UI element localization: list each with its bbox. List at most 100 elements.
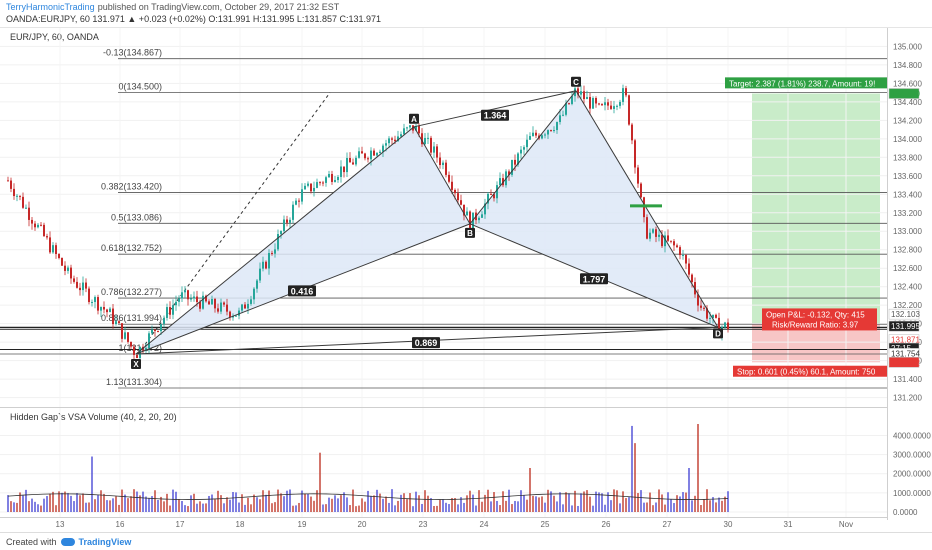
price-tag (888, 357, 920, 368)
candle-body (544, 134, 546, 136)
candle-body (85, 282, 87, 289)
time-tick-label: 13 (56, 520, 65, 529)
price-pane: EUR/JPY, 60, OANDA -0.13(134.867) 0(134.5… (0, 28, 887, 517)
price-tick-label: 132.600 (893, 264, 922, 273)
candle-body (133, 346, 135, 355)
candle-body (541, 135, 543, 139)
candle-body (163, 317, 165, 324)
candle-body (727, 322, 729, 329)
candle-body (487, 193, 489, 204)
candle-body (217, 308, 219, 312)
candle-body (550, 130, 552, 132)
candle-body (667, 235, 669, 241)
footer-bar: Created with TradingView (0, 532, 932, 550)
time-tick-label: 19 (298, 520, 307, 529)
candle-body (73, 278, 75, 282)
candle-body (655, 229, 657, 237)
candle-body (349, 157, 351, 163)
price-tick-label: 135.000 (893, 42, 922, 51)
candle-body (325, 177, 327, 183)
candle-body (724, 322, 726, 328)
price-tick-label: 133.000 (893, 227, 922, 236)
candle-body (346, 157, 348, 173)
candle-body (517, 153, 519, 165)
candle-body (709, 317, 711, 319)
time-tick-label: 27 (663, 520, 672, 529)
candle-body (103, 306, 105, 310)
candle-body (94, 297, 96, 303)
quote-line: OANDA:EURJPY, 60 131.971 ▲ +0.023 (+0.02… (6, 14, 381, 24)
price-tick-label: 134.400 (893, 98, 922, 107)
candle-body (586, 97, 588, 100)
candle-body (652, 229, 654, 233)
candle-body (175, 301, 177, 306)
candle-body (511, 159, 513, 175)
candle-body (64, 265, 66, 271)
author-link[interactable]: TerryHarmonicTrading (6, 2, 95, 12)
candle-body (385, 143, 387, 146)
candle-body (604, 102, 606, 106)
candle-body (559, 115, 561, 123)
stop-zone (752, 324, 880, 363)
candle-body (34, 223, 36, 228)
candle-body (82, 282, 84, 291)
candle-body (268, 253, 270, 269)
candle-body (31, 219, 33, 224)
tradingview-brand-link[interactable]: TradingView (78, 536, 132, 547)
candle-body (130, 341, 132, 347)
fib-level-label: 1.13(131.304) (106, 377, 162, 387)
pattern-point-marker (571, 76, 581, 87)
ratio-label: 0.416 (291, 286, 314, 296)
pattern-point-marker (131, 358, 141, 369)
ratio-label: 0.869 (415, 338, 438, 348)
candle-body (700, 305, 702, 308)
chart-canvas[interactable]: TerryHarmonicTrading published on Trading… (0, 0, 932, 532)
pattern-point-label: A (411, 115, 417, 124)
candle-body (415, 126, 417, 131)
candle-body (409, 125, 411, 128)
candle-body (613, 106, 615, 109)
volume-axis[interactable]: 4000.0000 3000.0000 2000.0000 1000.0000 0.00… (893, 431, 931, 517)
fib-level-label: -0.13(134.867) (103, 48, 162, 58)
candle-body (28, 207, 30, 220)
candle-body (562, 114, 564, 116)
candle-body (466, 211, 468, 216)
candle-body (712, 314, 714, 318)
candle-body (295, 200, 297, 205)
candle-body (448, 174, 450, 182)
candle-body (715, 314, 717, 318)
price-tick-label: 133.600 (893, 172, 922, 181)
volume-pane: Hidden Gap`s VSA Volume (40, 2, 20, 20) (0, 412, 887, 513)
candle-body (589, 97, 591, 109)
candle-body (118, 321, 120, 324)
price-tick-label: 133.800 (893, 153, 922, 162)
time-axis-border (0, 517, 887, 518)
candle-body (553, 130, 555, 132)
candle-body (685, 254, 687, 264)
candle-body (214, 299, 216, 309)
open-pl-text: Open P&L: -0.132, Qty: 415 (766, 310, 865, 319)
candle-body (469, 211, 471, 231)
fib-level-label: 0(134.500) (118, 82, 162, 92)
candle-body (208, 301, 210, 305)
candle-body (451, 181, 453, 190)
price-tick-label: 132.800 (893, 246, 922, 255)
price-tag (888, 308, 920, 320)
candle-body (253, 288, 255, 300)
candle-body (646, 217, 648, 239)
candle-body (658, 234, 660, 237)
candle-body (121, 323, 123, 339)
candle-body (52, 245, 54, 253)
price-tick-label: 134.200 (893, 116, 922, 125)
candle-body (193, 296, 195, 299)
candle-body (400, 134, 402, 137)
candle-body (445, 162, 447, 175)
candle-body (67, 267, 69, 271)
time-axis[interactable]: 13 16 17 18 19 20 23 24 25 26 27 30 31 Nov (56, 520, 854, 529)
candle-body (580, 91, 582, 95)
candle-body (493, 194, 495, 199)
candle-body (433, 146, 435, 153)
ratio-label: 1.797 (583, 274, 606, 284)
candle-body (472, 212, 474, 231)
candle-body (367, 158, 369, 160)
